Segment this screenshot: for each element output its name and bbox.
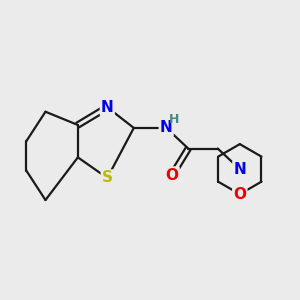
Text: N: N xyxy=(101,100,114,115)
Text: H: H xyxy=(169,112,180,126)
Text: N: N xyxy=(233,162,246,177)
Text: S: S xyxy=(102,170,113,185)
Text: N: N xyxy=(160,120,172,135)
Text: O: O xyxy=(166,167,178,182)
Text: O: O xyxy=(233,187,246,202)
